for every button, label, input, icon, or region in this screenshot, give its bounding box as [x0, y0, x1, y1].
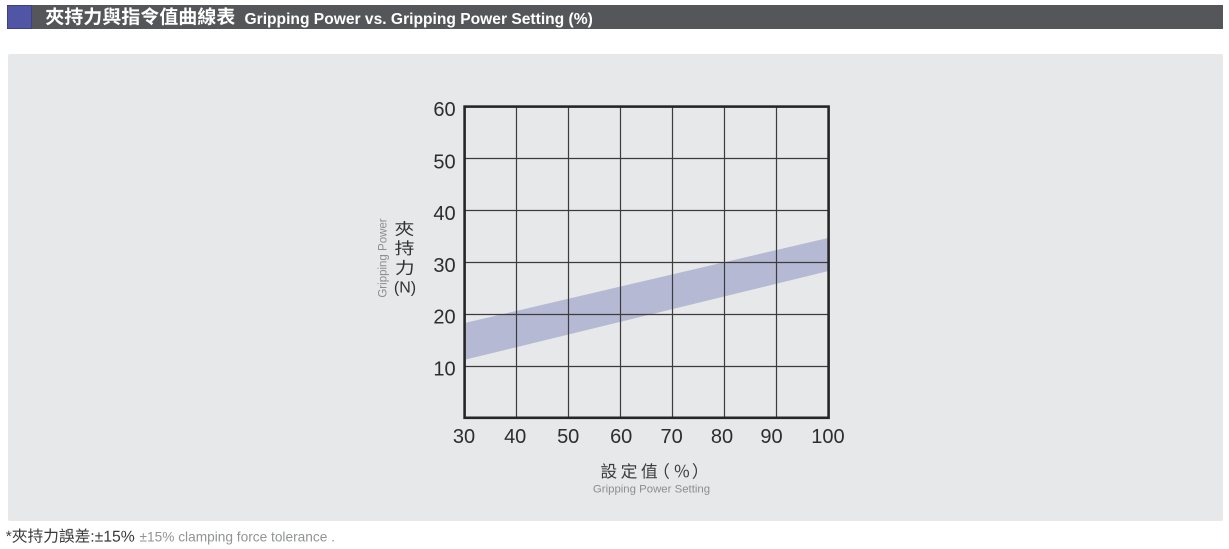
svg-text:40: 40 [433, 203, 455, 225]
svg-text:50: 50 [433, 151, 455, 173]
svg-text:80: 80 [711, 426, 733, 448]
svg-text:±15% clamping force tolerance: ±15% clamping force tolerance . [140, 530, 335, 545]
svg-text:20: 20 [433, 307, 455, 329]
svg-text:60: 60 [610, 426, 632, 448]
svg-text:Gripping Power vs. Gripping Po: Gripping Power vs. Gripping Power Settin… [245, 11, 593, 28]
svg-text:30: 30 [453, 426, 475, 448]
svg-text:70: 70 [660, 426, 682, 448]
svg-text:30: 30 [433, 255, 455, 277]
svg-text:Gripping Power: Gripping Power [378, 218, 390, 297]
svg-text:10: 10 [433, 359, 455, 381]
svg-text:40: 40 [504, 426, 526, 448]
svg-text:90: 90 [760, 426, 782, 448]
svg-text:50: 50 [557, 426, 579, 448]
svg-text:100: 100 [811, 426, 844, 448]
svg-text:(N): (N) [394, 280, 416, 297]
svg-text:Gripping Power Setting: Gripping Power Setting [593, 483, 710, 495]
svg-text:60: 60 [433, 99, 455, 121]
